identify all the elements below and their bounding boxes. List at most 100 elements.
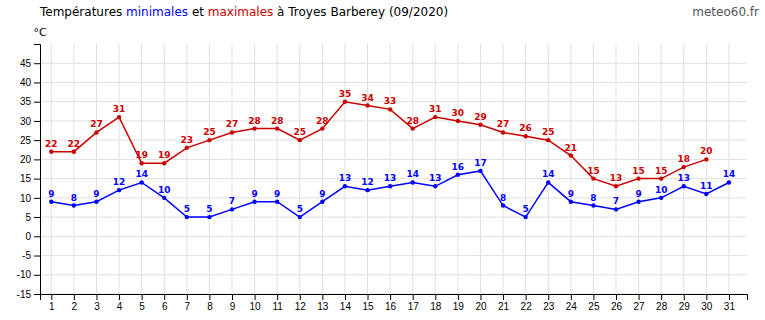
point — [456, 119, 460, 123]
y-tick: 45 — [20, 58, 40, 69]
grid-line-x — [209, 44, 210, 294]
data-label: 20 — [700, 146, 713, 156]
x-tick-label: 29 — [679, 301, 691, 312]
x-tick: 3 — [94, 294, 100, 312]
y-tick: 35 — [20, 96, 40, 107]
grid-line-x — [119, 44, 120, 294]
data-label: 21 — [565, 143, 578, 153]
point — [591, 203, 595, 207]
point — [252, 126, 256, 130]
data-label: 13 — [339, 173, 352, 183]
grid-line-x — [51, 44, 52, 294]
x-tick-label: 30 — [701, 301, 713, 312]
x-tick-label: 28 — [656, 301, 668, 312]
x-tick-mark — [684, 294, 685, 300]
data-label: 30 — [452, 108, 465, 118]
data-label: 31 — [113, 104, 126, 114]
data-label: 9 — [568, 189, 574, 199]
data-label: 18 — [677, 154, 690, 164]
grid-line-x — [390, 44, 391, 294]
y-tick-mark — [34, 198, 40, 199]
chart: 1234567891011121314151617181920212223242… — [0, 0, 765, 320]
grid-line-x — [73, 44, 74, 294]
x-tick: 28 — [656, 294, 668, 312]
grid-line-x — [231, 44, 232, 294]
x-tick-mark — [255, 294, 256, 300]
point — [704, 157, 708, 161]
x-tick: 5 — [139, 294, 145, 312]
x-tick-mark — [119, 294, 120, 300]
point — [94, 130, 98, 134]
y-tick: 20 — [20, 154, 40, 165]
x-tick-mark — [74, 294, 75, 300]
x-tick: 15 — [362, 294, 374, 312]
grid-line-y — [40, 120, 747, 121]
grid-line-x — [344, 44, 345, 294]
grid-line-x — [615, 44, 616, 294]
point — [162, 161, 166, 165]
data-label: 7 — [229, 196, 235, 206]
x-tick-label: 10 — [250, 301, 262, 312]
point — [501, 203, 505, 207]
x-tick-mark — [390, 294, 391, 300]
data-label: 9 — [635, 189, 641, 199]
point — [727, 180, 731, 184]
grid-line-y — [40, 140, 747, 141]
x-tick-mark — [503, 294, 504, 300]
x-tick: 11 — [272, 294, 283, 312]
x-tick-label: 21 — [498, 301, 510, 312]
x-tick: 16 — [385, 294, 397, 312]
x-tick-label: 25 — [588, 301, 600, 312]
data-label: 8 — [590, 193, 596, 203]
point — [230, 207, 234, 211]
point — [343, 99, 347, 103]
data-label: 13 — [384, 173, 397, 183]
x-tick-mark — [706, 294, 707, 300]
data-label: 27 — [497, 119, 510, 129]
data-label: 9 — [274, 189, 280, 199]
data-label: 17 — [474, 158, 487, 168]
x-tick: 6 — [162, 294, 168, 312]
x-tick: 31 — [724, 294, 736, 312]
y-tick-mark — [34, 179, 40, 180]
x-tick: 24 — [566, 294, 578, 312]
x-tick: 29 — [679, 294, 691, 312]
point — [704, 192, 708, 196]
data-label: 26 — [519, 123, 532, 133]
x-axis-line — [41, 295, 748, 301]
plot-area — [49, 99, 731, 219]
x-tick: 18 — [430, 294, 442, 312]
point — [410, 126, 414, 130]
y-tick-label: 20 — [20, 154, 32, 165]
x-tick-mark — [616, 294, 617, 300]
x-tick-label: 6 — [162, 301, 168, 312]
point — [614, 207, 618, 211]
x-tick-label: 23 — [543, 301, 555, 312]
x-tick-label: 27 — [634, 301, 646, 312]
x-tick-mark — [548, 294, 549, 300]
point — [501, 130, 505, 134]
y-tick-mark — [34, 121, 40, 122]
x-tick-mark — [96, 294, 97, 300]
y-tick: -15 — [17, 289, 40, 300]
data-label: 9 — [319, 189, 325, 199]
grid-line-x — [367, 44, 368, 294]
series-line — [51, 171, 729, 217]
x-tick-mark — [322, 294, 323, 300]
x-tick-label: 26 — [611, 301, 623, 312]
y-tick: 5 — [25, 212, 40, 223]
point — [659, 196, 663, 200]
point — [275, 126, 279, 130]
x-tick-mark — [480, 294, 481, 300]
point — [139, 161, 143, 165]
data-label: 9 — [48, 189, 54, 199]
point — [49, 199, 53, 203]
data-label: 14 — [406, 169, 419, 179]
point — [207, 215, 211, 219]
point — [636, 176, 640, 180]
data-label: 5 — [206, 204, 212, 214]
data-label: 9 — [251, 189, 257, 199]
y-axis-label: °C — [33, 26, 47, 39]
data-label: 7 — [613, 196, 619, 206]
data-labels: 9891214105579959131213141316178514987910… — [45, 89, 735, 214]
